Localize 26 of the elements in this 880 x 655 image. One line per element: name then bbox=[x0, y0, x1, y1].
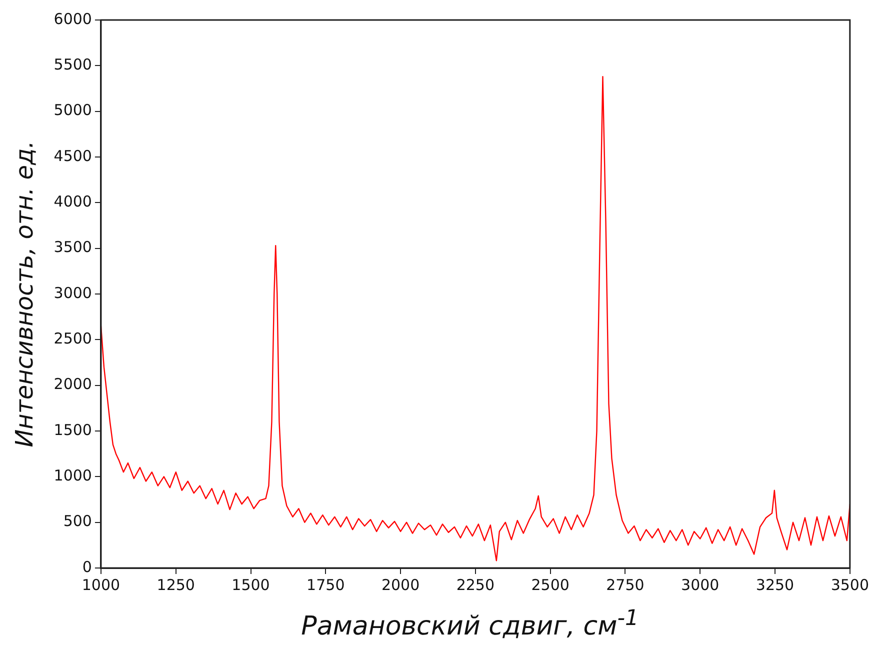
y-tick-label: 6000 bbox=[54, 10, 92, 28]
x-tick-label: 3250 bbox=[756, 576, 794, 594]
y-tick-label: 2500 bbox=[54, 330, 92, 348]
y-tick-label: 2000 bbox=[54, 375, 92, 394]
x-tick-label: 1250 bbox=[156, 576, 195, 594]
y-tick-label: 1000 bbox=[54, 466, 92, 485]
x-tick-label: 3500 bbox=[830, 576, 870, 594]
y-axis-title: Интенсивность, отн. ед. bbox=[10, 140, 39, 448]
y-tick-label: 4000 bbox=[54, 192, 92, 211]
y-tick-label: 4500 bbox=[54, 146, 92, 165]
x-tick-label: 2750 bbox=[606, 576, 644, 594]
y-tick-label: 5000 bbox=[54, 101, 92, 120]
y-tick-label: 3500 bbox=[54, 238, 92, 256]
x-tick-label: 2500 bbox=[531, 576, 570, 594]
y-tick-label: 500 bbox=[63, 512, 92, 530]
x-tick-label: 1500 bbox=[232, 576, 270, 594]
y-tick-label: 1500 bbox=[54, 420, 92, 439]
x-tick-label: 2000 bbox=[381, 576, 420, 594]
y-tick-label: 0 bbox=[82, 558, 92, 576]
x-tick-label: 2250 bbox=[456, 576, 495, 594]
x-tick-label: 3000 bbox=[681, 576, 720, 594]
x-tick-label: 1000 bbox=[82, 576, 120, 594]
y-tick-label: 5500 bbox=[54, 56, 92, 74]
x-tick-label: 1750 bbox=[306, 576, 345, 594]
y-tick-label: 3000 bbox=[54, 284, 92, 302]
x-axis-title: Рамановский сдвиг, см$^{-1}$ bbox=[300, 606, 640, 642]
